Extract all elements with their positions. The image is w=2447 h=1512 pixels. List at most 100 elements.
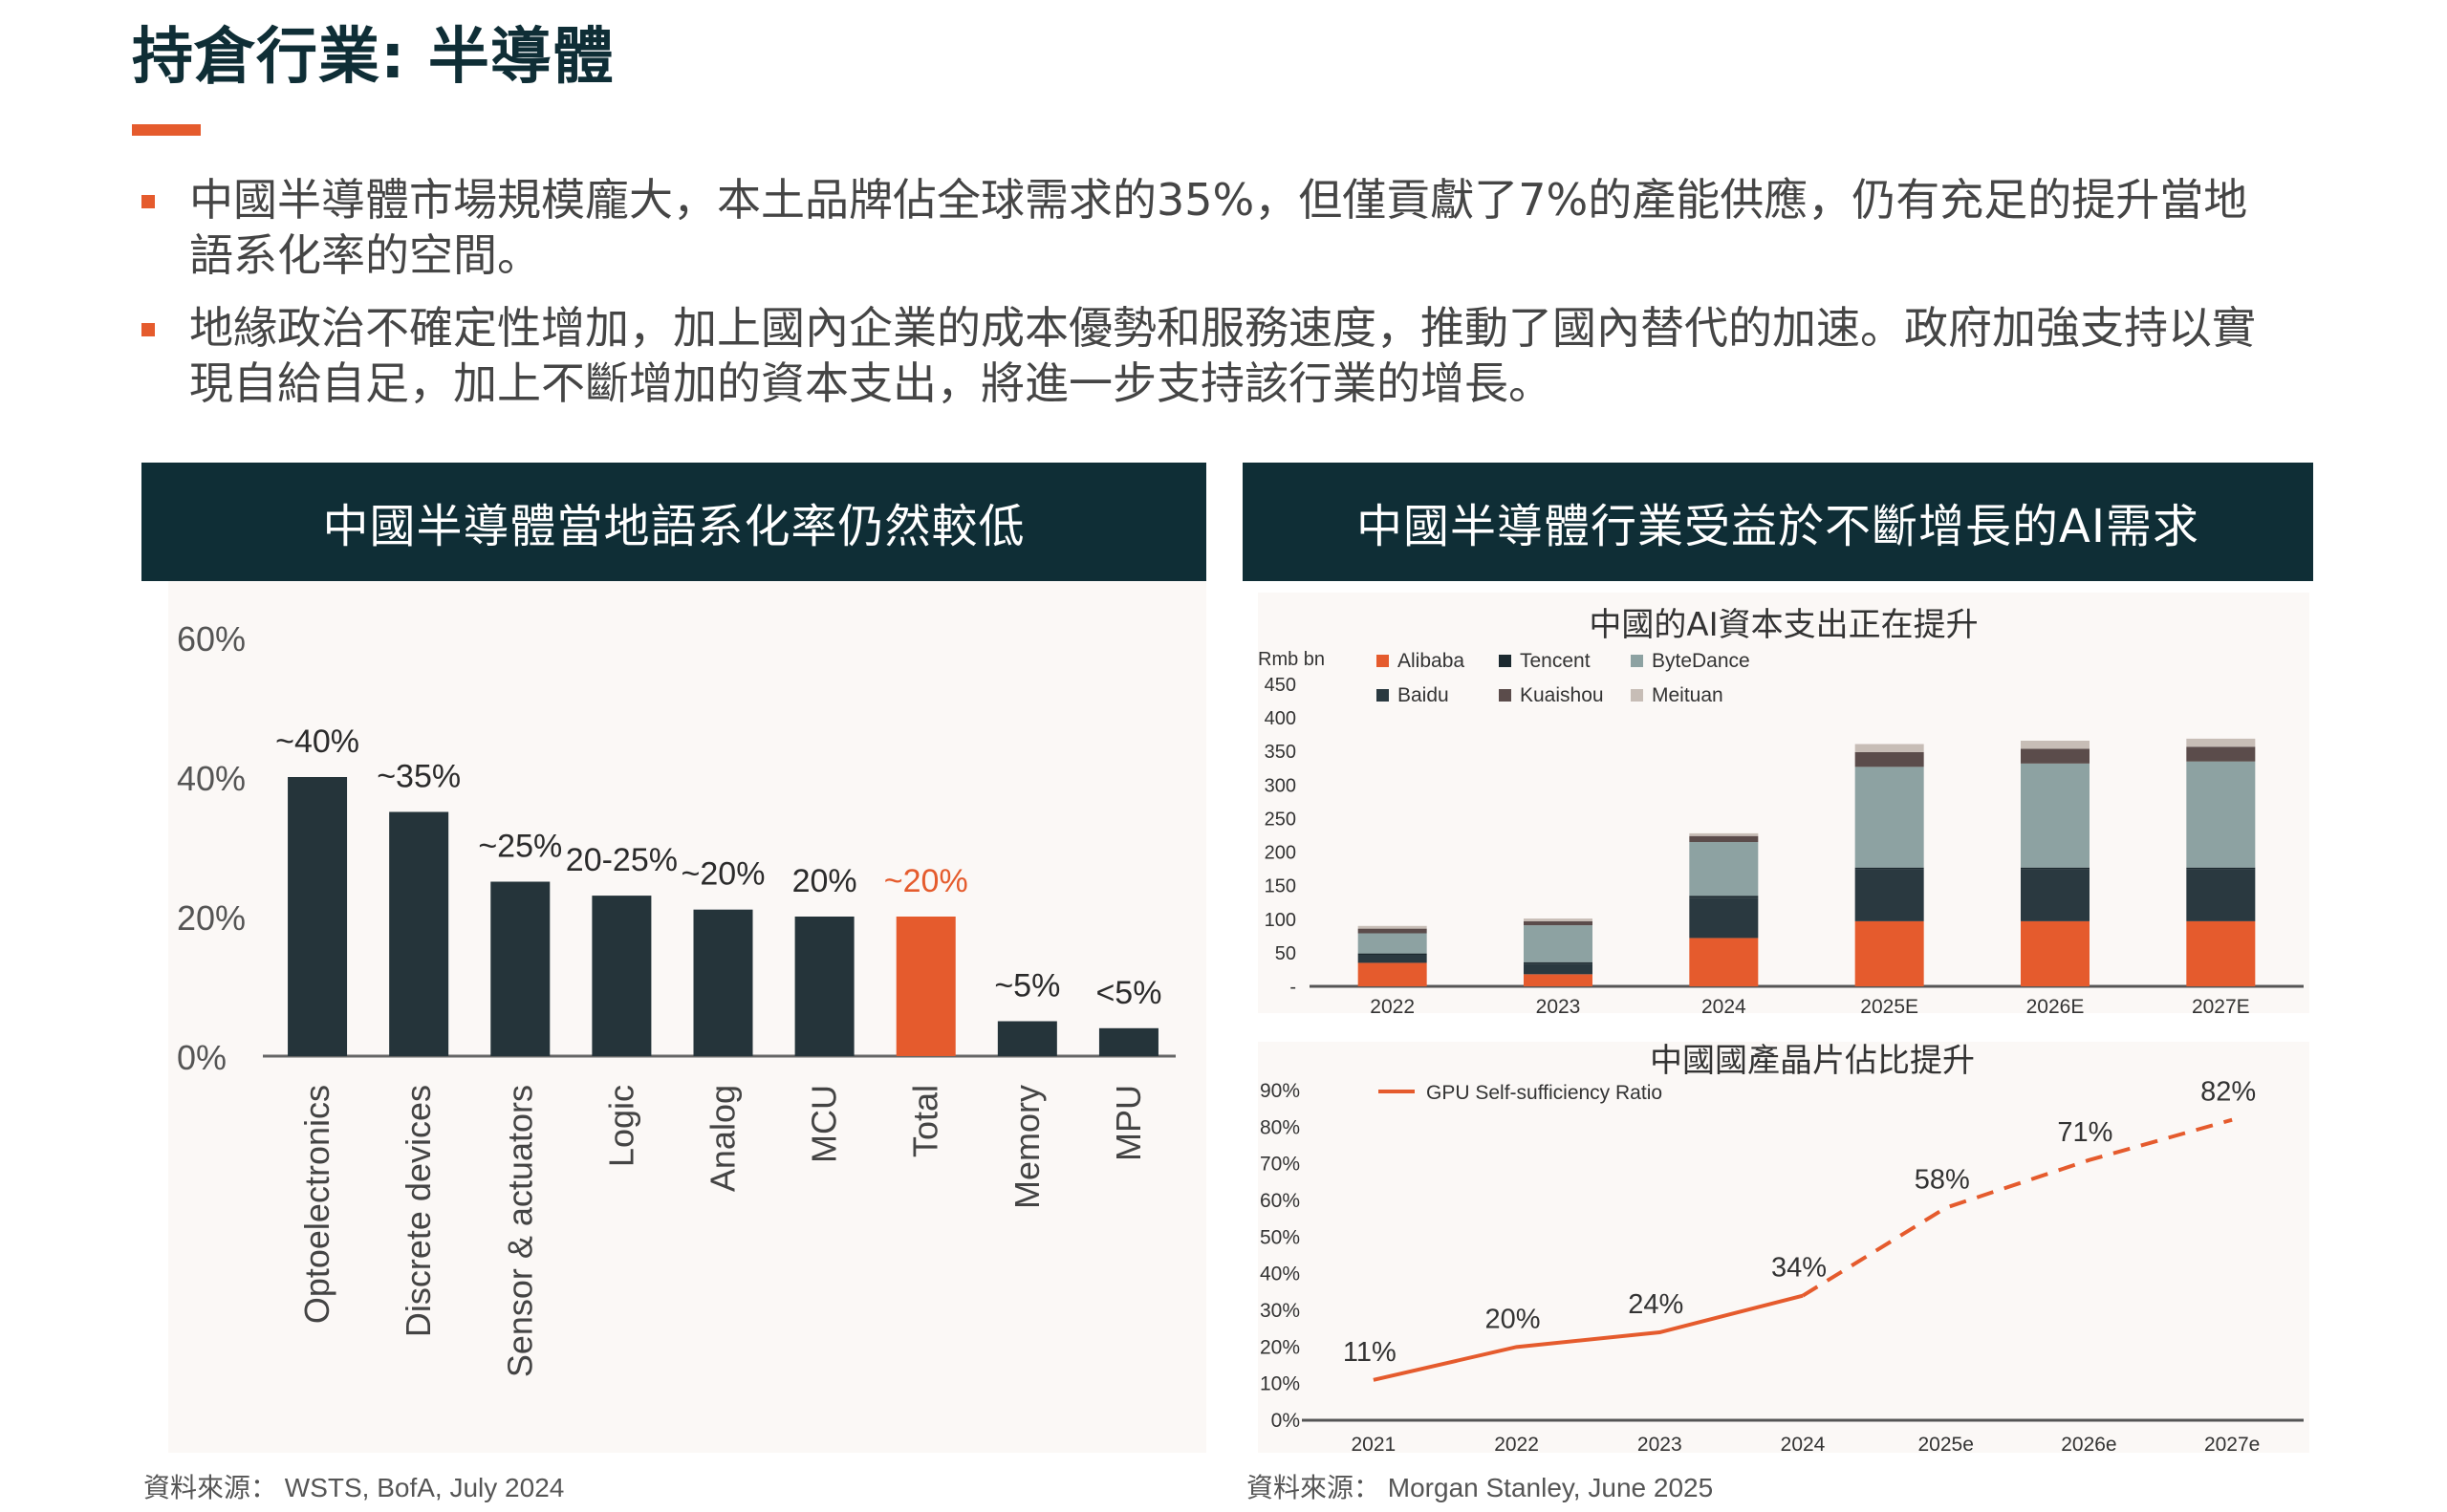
series-line-forecast <box>1801 1117 2233 1298</box>
stacked-bar-segment <box>1357 925 1427 929</box>
y-tick-label: 60% <box>1260 1190 1300 1212</box>
y-axis-label: Rmb bn <box>1258 649 1325 670</box>
y-tick-label: 40% <box>177 759 246 798</box>
bar-data-label: ~25% <box>478 829 562 865</box>
bar-data-label: 20-25% <box>566 842 678 878</box>
stacked-bar-segment <box>2021 748 2090 764</box>
legend-label: GPU Self-sufficiency Ratio <box>1426 1082 1662 1104</box>
legend-swatch <box>1376 689 1389 702</box>
stacked-bar-segment <box>1524 974 1592 986</box>
point-data-label: 24% <box>1628 1289 1683 1320</box>
x-tick-label: Sensor & actuators <box>500 1085 539 1377</box>
bar <box>288 777 348 1056</box>
point-data-label: 11% <box>1343 1337 1397 1368</box>
bar <box>1098 1027 1159 1056</box>
x-tick-label: MCU <box>805 1085 844 1163</box>
x-tick-label: 2022 <box>1494 1434 1539 1456</box>
x-tick-label: Optoelectronics <box>297 1085 336 1324</box>
left-panel-header: 中國半導體當地語系化率仍然較低 <box>141 463 1206 581</box>
y-tick-label: 40% <box>1260 1264 1300 1285</box>
y-tick-label: 0% <box>177 1038 227 1077</box>
stacked-bar-segment <box>2186 867 2256 870</box>
y-tick-label: 450 <box>1265 675 1296 696</box>
y-tick-label: 300 <box>1265 775 1296 796</box>
stacked-bar-segment <box>1524 918 1592 921</box>
bar-data-label: ~5% <box>994 968 1060 1004</box>
bar-data-label: ~20% <box>884 863 968 899</box>
series-line-actual <box>1373 1293 1804 1382</box>
x-tick-label: 2027e <box>2204 1434 2260 1456</box>
legend-label: Tencent <box>1520 650 1591 672</box>
y-tick-label: 150 <box>1265 876 1296 897</box>
bar-data-label: ~35% <box>377 759 461 795</box>
capex-chart-title: 中國的AI資本支出正在提升 <box>1589 606 1979 644</box>
capex-chart-background <box>1258 593 2309 1013</box>
bar <box>997 1021 1057 1056</box>
stacked-bar-segment <box>2186 869 2256 921</box>
stacked-bar-segment <box>1854 751 1924 767</box>
x-tick-label: Memory <box>1007 1085 1047 1209</box>
bar <box>592 896 652 1056</box>
y-tick-label: 350 <box>1265 742 1296 763</box>
y-tick-label: 70% <box>1260 1154 1300 1176</box>
stacked-bar-segment <box>1854 744 1924 752</box>
stacked-bar-segment <box>2021 763 2090 868</box>
y-tick-label: 250 <box>1265 809 1296 830</box>
title-accent-rule <box>132 124 201 136</box>
legend-label: Meituan <box>1652 684 1723 706</box>
bar <box>896 917 956 1056</box>
legend-swatch <box>1499 655 1511 667</box>
point-data-label: 58% <box>1915 1165 1970 1196</box>
stacked-bar-segment <box>2186 738 2256 747</box>
right-source-note: 資料來源： Morgan Stanley, June 2025 <box>1246 1473 1714 1502</box>
bar <box>794 917 855 1056</box>
x-tick-label: 2023 <box>1637 1434 1682 1456</box>
stacked-bar-segment <box>1524 961 1592 964</box>
x-tick-label: 2025E <box>1860 996 1918 1018</box>
stacked-bar-segment <box>2021 869 2090 921</box>
stacked-bar-segment <box>2021 867 2090 870</box>
legend-label: Kuaishou <box>1520 684 1604 706</box>
bullet-square-icon <box>141 195 155 208</box>
gpu-chart-title: 中國國產晶片佔比提升 <box>1650 1042 1975 1080</box>
bar-data-label: ~40% <box>275 724 359 760</box>
y-tick-label: 20% <box>177 898 246 938</box>
stacked-bar-segment <box>2186 746 2256 762</box>
bullet-item: 地緣政治不確定性增加，加上國內企業的成本優勢和服務速度，推動了國內替代的加速。政… <box>141 300 2283 411</box>
bar <box>389 811 449 1056</box>
y-tick-label: 90% <box>1260 1080 1300 1102</box>
legend-label: Alibaba <box>1397 650 1464 672</box>
bullet-text: 地緣政治不確定性增加，加上國內企業的成本優勢和服務速度，推動了國內替代的加速。政… <box>189 302 2256 409</box>
y-tick-label: 0% <box>1271 1410 1300 1432</box>
bar <box>490 881 551 1056</box>
page-title: 持倉行業: 半導體 <box>132 22 615 93</box>
bar <box>693 909 753 1056</box>
left-panel-header-text: 中國半導體當地語系化率仍然較低 <box>322 500 1026 553</box>
bar-data-label: <5% <box>1095 975 1161 1011</box>
bar-data-label: ~20% <box>682 856 766 893</box>
y-tick-label: 200 <box>1265 843 1296 864</box>
left-source-note: 資料來源： WSTS, BofA, July 2024 <box>143 1473 565 1502</box>
legend-swatch <box>1376 655 1389 667</box>
stacked-bar-segment <box>2186 920 2256 986</box>
stacked-bar-segment <box>1854 767 1924 868</box>
bullet-list: 中國半導體市場規模龐大，本土品牌佔全球需求的35%，但僅貢獻了7%的產能供應，仍… <box>141 172 2283 428</box>
x-tick-label: 2027E <box>2192 996 2250 1018</box>
right-panel-header-text: 中國半導體行業受益於不斷增長的AI需求 <box>1356 500 2199 553</box>
x-tick-label: 2022 <box>1370 996 1415 1018</box>
stacked-bar-segment <box>1689 938 1759 986</box>
x-tick-label: 2026e <box>2061 1434 2116 1456</box>
x-tick-label: 2023 <box>1536 996 1581 1018</box>
stacked-bar-segment <box>1689 842 1759 896</box>
stacked-bar-segment <box>1689 835 1759 843</box>
x-tick-label: 2024 <box>1701 996 1746 1018</box>
point-data-label: 34% <box>1771 1253 1827 1284</box>
point-data-label: 82% <box>2200 1077 2256 1108</box>
y-tick-label: 80% <box>1260 1116 1300 1138</box>
stacked-bar-segment <box>1524 920 1592 926</box>
y-tick-label: 50% <box>1260 1226 1300 1248</box>
y-tick-label: 100 <box>1265 910 1296 931</box>
stacked-bar-segment <box>1524 925 1592 962</box>
